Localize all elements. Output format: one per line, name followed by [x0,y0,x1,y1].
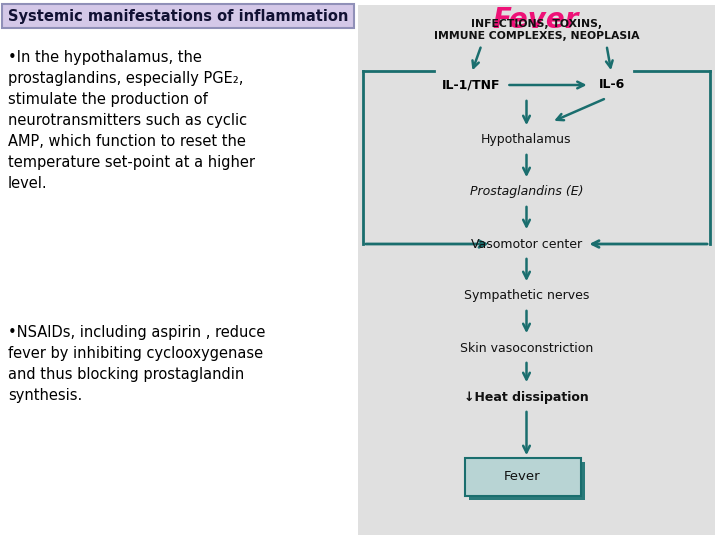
Text: Skin vasoconstriction: Skin vasoconstriction [460,341,593,354]
FancyBboxPatch shape [2,4,354,28]
Text: Prostaglandins (E): Prostaglandins (E) [469,186,583,199]
Text: •In the hypothalamus, the
prostaglandins, especially PGE₂,
stimulate the product: •In the hypothalamus, the prostaglandins… [8,50,255,191]
Text: •NSAIDs, including aspirin , reduce
fever by inhibiting cyclooxygenase
and thus : •NSAIDs, including aspirin , reduce feve… [8,325,266,403]
Text: IL-1/TNF: IL-1/TNF [442,78,500,91]
Text: IL-6: IL-6 [598,78,625,91]
Text: Vasomotor center: Vasomotor center [471,238,582,251]
FancyBboxPatch shape [469,462,585,500]
FancyBboxPatch shape [464,458,580,496]
Text: INFECTIONS, TOXINS,
IMMUNE COMPLEXES, NEOPLASIA: INFECTIONS, TOXINS, IMMUNE COMPLEXES, NE… [433,19,639,41]
FancyBboxPatch shape [358,5,715,535]
Text: Hypothalamus: Hypothalamus [481,133,572,146]
Text: Fever: Fever [492,6,579,34]
Text: Systemic manifestations of inflammation: Systemic manifestations of inflammation [8,9,348,24]
Text: Fever: Fever [504,470,541,483]
Text: Sympathetic nerves: Sympathetic nerves [464,289,589,302]
Text: ↓Heat dissipation: ↓Heat dissipation [464,390,589,403]
